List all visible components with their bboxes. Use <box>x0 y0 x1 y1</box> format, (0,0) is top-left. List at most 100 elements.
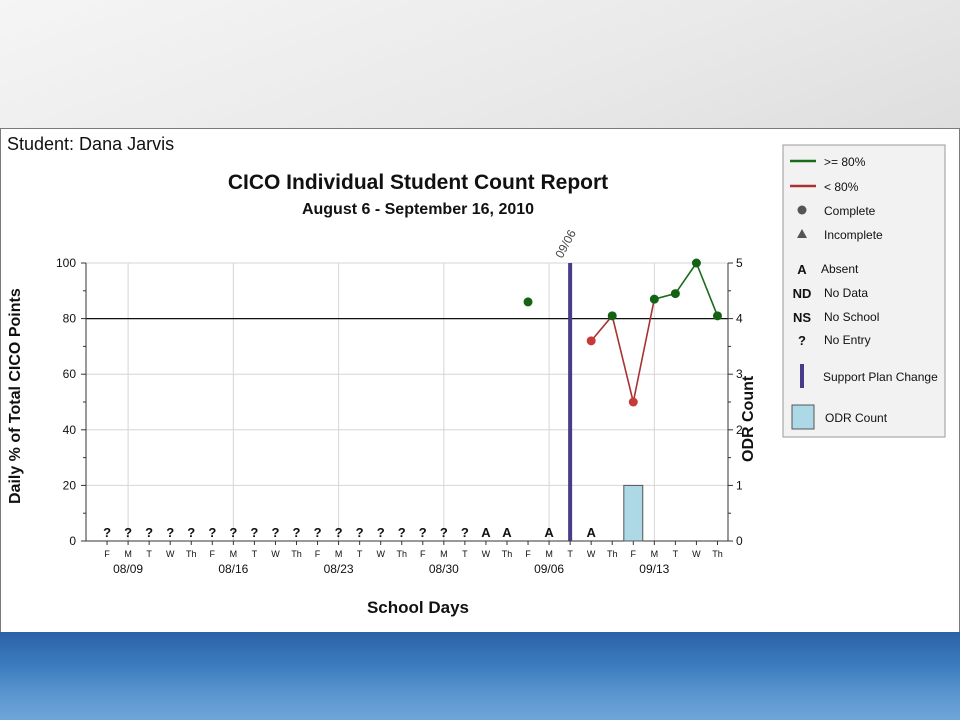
week-label: 08/16 <box>218 562 248 576</box>
student-label: Student: Dana Jarvis <box>7 134 174 154</box>
day-label: W <box>482 549 491 559</box>
y2-tick-label: 5 <box>736 256 743 270</box>
status-marker: ? <box>250 525 258 540</box>
legend-incomplete-label: Incomplete <box>824 228 883 242</box>
chart-subtitle: August 6 - September 16, 2010 <box>302 201 534 218</box>
data-point <box>670 289 680 299</box>
status-marker: A <box>481 525 491 540</box>
data-point <box>691 258 701 268</box>
series-segment <box>611 315 635 403</box>
status-marker: ? <box>461 525 469 540</box>
legend-above-label: >= 80% <box>824 155 866 169</box>
day-label: Th <box>291 549 302 559</box>
day-label: T <box>673 549 679 559</box>
day-label: W <box>376 549 385 559</box>
week-label: 09/13 <box>639 562 669 576</box>
day-label: F <box>525 549 531 559</box>
status-marker: ? <box>335 525 343 540</box>
day-label: T <box>146 549 152 559</box>
legend-odr-icon <box>791 404 815 430</box>
legend-incomplete-icon <box>797 229 807 238</box>
y-tick-label: 60 <box>63 367 77 381</box>
odr-layer <box>623 484 644 542</box>
data-point <box>607 311 617 321</box>
day-label: Th <box>712 549 723 559</box>
week-label: 08/30 <box>429 562 459 576</box>
slide-top-band <box>0 0 960 128</box>
series-segment <box>590 315 613 342</box>
y2-tick-label: 0 <box>736 534 743 548</box>
support-plan-label: 09/06 <box>552 227 579 260</box>
legend-support-label: Support Plan Change <box>823 370 938 384</box>
day-label: F <box>420 549 426 559</box>
day-label: F <box>104 549 110 559</box>
status-marker: ? <box>398 525 406 540</box>
legend-nodata-label: No Data <box>824 286 868 300</box>
day-label: M <box>124 549 132 559</box>
day-label: F <box>631 549 637 559</box>
axis-layer: 0 20 40 60 80 100 0 1 2 3 4 5 <box>56 256 743 548</box>
legend-nodata-key: ND <box>793 286 812 301</box>
status-marker: A <box>502 525 512 540</box>
legend-noentry-key: ? <box>798 333 806 348</box>
legend-below-label: < 80% <box>824 180 859 194</box>
data-point <box>712 311 722 321</box>
legend-absent-key: A <box>797 262 807 277</box>
chart-title: CICO Individual Student Count Report <box>228 171 608 194</box>
data-point <box>649 294 659 304</box>
week-label: 08/23 <box>324 562 354 576</box>
day-label: M <box>335 549 343 559</box>
legend-complete-label: Complete <box>824 204 876 218</box>
x-axis-label: School Days <box>367 598 469 617</box>
day-label: Th <box>186 549 197 559</box>
day-label: T <box>252 549 258 559</box>
status-marker: ? <box>229 525 237 540</box>
grid-layer <box>86 262 728 542</box>
day-label: W <box>692 549 701 559</box>
status-marker: ? <box>377 525 385 540</box>
legend-odr-label: ODR Count <box>825 411 888 425</box>
status-marker: ? <box>187 525 195 540</box>
y-axis-label: Daily % of Total CICO Points <box>7 288 24 504</box>
day-label: T <box>567 549 573 559</box>
status-marker: ? <box>208 525 216 540</box>
y2-tick-label: 3 <box>736 367 743 381</box>
day-label: F <box>210 549 216 559</box>
series-segment <box>695 262 719 317</box>
y-tick-label: 20 <box>63 478 77 492</box>
support-layer: 09/06 <box>552 227 579 541</box>
status-marker: ? <box>166 525 174 540</box>
week-label: 09/06 <box>534 562 564 576</box>
data-point <box>586 336 596 346</box>
status-marker: ? <box>103 525 111 540</box>
series-segment <box>674 262 698 295</box>
legend-absent-label: Absent <box>821 262 859 276</box>
status-marker: A <box>586 525 596 540</box>
day-label: Th <box>396 549 407 559</box>
marker-layer: ?????????????????? A A A A <box>103 525 596 540</box>
day-label: Th <box>502 549 513 559</box>
legend-noschool-label: No School <box>824 310 879 324</box>
y-tick-label: 80 <box>63 312 77 326</box>
data-point <box>523 297 533 307</box>
day-label: F <box>315 549 321 559</box>
y2-tick-label: 4 <box>736 312 743 326</box>
day-label: Th <box>607 549 618 559</box>
odr-bar <box>623 484 644 542</box>
legend-complete-icon <box>797 205 807 215</box>
label-layer: F M T W Th F M T W Th F M T W Th F M T W Th F M T W Th F M T W Th 08/0… <box>104 549 722 576</box>
y2-tick-label: 1 <box>736 478 743 492</box>
day-label: W <box>587 549 596 559</box>
status-marker: ? <box>124 525 132 540</box>
legend-box <box>782 144 946 438</box>
status-marker: ? <box>356 525 364 540</box>
status-marker: ? <box>314 525 322 540</box>
day-label: M <box>651 549 659 559</box>
day-label: W <box>271 549 280 559</box>
status-marker: A <box>544 525 554 540</box>
day-label: T <box>462 549 468 559</box>
y2-tick-label: 2 <box>736 423 743 437</box>
y-tick-label: 40 <box>63 423 77 437</box>
status-marker: ? <box>293 525 301 540</box>
legend-support-icon <box>800 364 804 388</box>
